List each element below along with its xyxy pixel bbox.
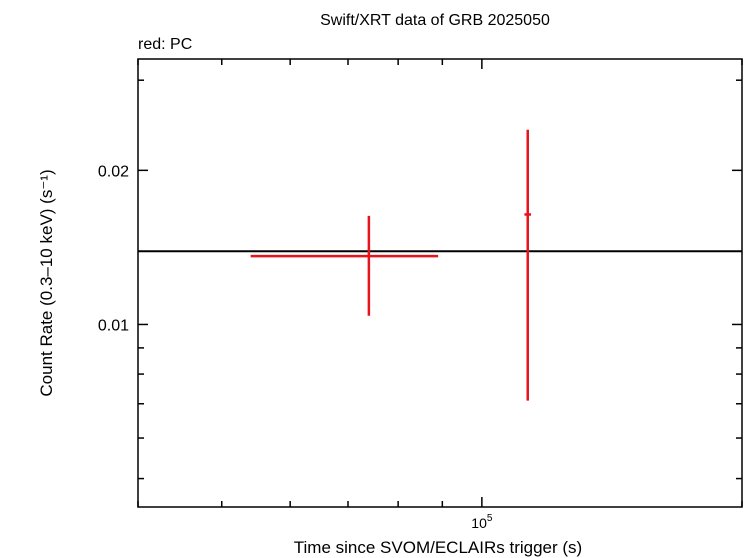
chart-title: Swift/XRT data of GRB 2025050 (320, 12, 550, 29)
x-axis-ticks: 105 (137, 59, 743, 531)
plot-frame (137, 58, 743, 508)
y-tick-label: 0.02 (98, 163, 129, 180)
y-axis-label: Count Rate (0.3–10 keV) (s⁻¹) (37, 169, 56, 396)
x-tick-label: 105 (471, 513, 493, 531)
data-point (524, 129, 532, 401)
x-axis-label: Time since SVOM/ECLAIRs trigger (s) (294, 538, 582, 557)
y-tick-label: 0.01 (98, 317, 129, 334)
chart-subtitle: red: PC (138, 36, 192, 53)
data-point (250, 215, 439, 316)
data-marks (138, 129, 742, 401)
y-axis-ticks: 0.01 0.02 (98, 79, 742, 480)
